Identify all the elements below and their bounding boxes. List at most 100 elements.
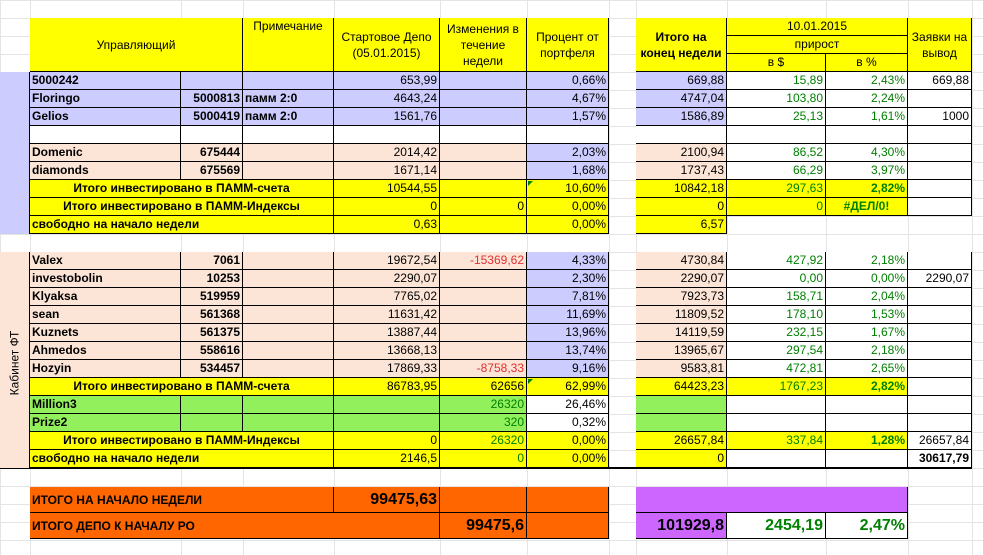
- total-start[interactable]: 0: [334, 432, 440, 450]
- orange-cell[interactable]: [440, 487, 527, 513]
- header-date[interactable]: 10.01.2015: [727, 18, 908, 36]
- end-total[interactable]: 1586,89: [636, 108, 727, 126]
- weekly-change[interactable]: -15369,62: [440, 252, 527, 270]
- start-depo[interactable]: 1561,76: [334, 108, 440, 126]
- end-total[interactable]: 4747,04: [636, 90, 727, 108]
- total-growth-usd[interactable]: 297,63: [727, 180, 826, 198]
- withdraw-request[interactable]: [908, 144, 972, 162]
- weekly-change[interactable]: [440, 306, 527, 324]
- portfolio-percent[interactable]: 4,33%: [527, 252, 609, 270]
- free-end[interactable]: 6,57: [636, 216, 727, 234]
- withdraw-request[interactable]: [908, 306, 972, 324]
- index-note[interactable]: [243, 396, 334, 414]
- growth-usd[interactable]: 297,54: [727, 342, 826, 360]
- manager-note[interactable]: [243, 288, 334, 306]
- manager-id[interactable]: [181, 72, 243, 90]
- manager-note[interactable]: [243, 270, 334, 288]
- withdraw-request[interactable]: [908, 342, 972, 360]
- manager-name[interactable]: investobolin: [30, 270, 181, 288]
- growth-usd[interactable]: 0,00: [727, 270, 826, 288]
- free-gusd[interactable]: [727, 450, 826, 468]
- empty-cell[interactable]: [727, 126, 826, 144]
- withdraw-request[interactable]: [908, 162, 972, 180]
- portfolio-percent[interactable]: 7,81%: [527, 288, 609, 306]
- end-total[interactable]: 13965,67: [636, 342, 727, 360]
- manager-note[interactable]: [243, 144, 334, 162]
- start-depo[interactable]: 2014,42: [334, 144, 440, 162]
- growth-pct[interactable]: 2,24%: [826, 90, 908, 108]
- portfolio-percent[interactable]: 9,16%: [527, 360, 609, 378]
- manager-id[interactable]: 519959: [181, 288, 243, 306]
- header-start-depo[interactable]: Стартовое Депо (05.01.2015): [334, 18, 440, 72]
- manager-note[interactable]: [243, 342, 334, 360]
- portfolio-percent[interactable]: 4,67%: [527, 90, 609, 108]
- total-label[interactable]: Итого инвестировано в ПАММ-Индексы: [30, 198, 334, 216]
- index-gusd[interactable]: [727, 414, 826, 432]
- free-label[interactable]: свободно на начало недели: [30, 216, 334, 234]
- empty-cell[interactable]: [636, 126, 727, 144]
- total-end[interactable]: 64423,23: [636, 378, 727, 396]
- growth-usd[interactable]: 178,10: [727, 306, 826, 324]
- total-percent[interactable]: 10,60%: [527, 180, 609, 198]
- total-change[interactable]: 62656: [440, 378, 527, 396]
- weekly-change[interactable]: [440, 144, 527, 162]
- total-withdraw[interactable]: 26657,84: [908, 432, 972, 450]
- portfolio-percent[interactable]: 0,66%: [527, 72, 609, 90]
- end-total[interactable]: 14119,59: [636, 324, 727, 342]
- manager-name[interactable]: Floringo: [30, 90, 181, 108]
- free-gpct[interactable]: [826, 450, 908, 468]
- total-withdraw[interactable]: [908, 180, 972, 198]
- empty-cell[interactable]: [243, 126, 334, 144]
- index-gpct[interactable]: [826, 414, 908, 432]
- header-changes[interactable]: Изменения в течение недели: [440, 18, 527, 72]
- manager-id[interactable]: 7061: [181, 252, 243, 270]
- withdraw-request[interactable]: [908, 288, 972, 306]
- index-change[interactable]: 26320: [440, 396, 527, 414]
- growth-pct[interactable]: 2,04%: [826, 288, 908, 306]
- manager-name[interactable]: 5000242: [30, 72, 181, 90]
- withdraw-request[interactable]: 2290,07: [908, 270, 972, 288]
- manager-id[interactable]: 534457: [181, 360, 243, 378]
- free-percent[interactable]: 0,00%: [527, 450, 609, 468]
- growth-pct[interactable]: 2,18%: [826, 342, 908, 360]
- withdraw-request[interactable]: 669,88: [908, 72, 972, 90]
- manager-note[interactable]: [243, 72, 334, 90]
- manager-name[interactable]: Kuznets: [30, 324, 181, 342]
- withdraw-request[interactable]: [908, 324, 972, 342]
- manager-name[interactable]: Valex: [30, 252, 181, 270]
- manager-id[interactable]: 5000813: [181, 90, 243, 108]
- orange-cell[interactable]: [527, 513, 609, 539]
- manager-name[interactable]: Hozyin: [30, 360, 181, 378]
- growth-usd[interactable]: 66,29: [727, 162, 826, 180]
- free-percent[interactable]: 0,00%: [527, 216, 609, 234]
- total-growth-usd[interactable]: 0: [727, 198, 826, 216]
- growth-pct[interactable]: 1,67%: [826, 324, 908, 342]
- withdraw-request[interactable]: [908, 252, 972, 270]
- index-percent[interactable]: 0,32%: [527, 414, 609, 432]
- index-start[interactable]: [334, 396, 440, 414]
- manager-note[interactable]: [243, 324, 334, 342]
- growth-usd[interactable]: 25,13: [727, 108, 826, 126]
- growth-pct[interactable]: 2,65%: [826, 360, 908, 378]
- header-manager[interactable]: Управляющий: [30, 18, 243, 72]
- manager-name[interactable]: Domenic: [30, 144, 181, 162]
- purple-band[interactable]: [636, 487, 908, 513]
- total-withdraw[interactable]: [908, 198, 972, 216]
- total-label[interactable]: Итого инвестировано в ПАММ-счета: [30, 378, 334, 396]
- header-withdraw[interactable]: Заявки на вывод: [908, 18, 972, 72]
- total-start[interactable]: 0: [334, 198, 440, 216]
- index-gpct[interactable]: [826, 396, 908, 414]
- free-withdraw[interactable]: 30617,79: [908, 450, 972, 468]
- total-percent[interactable]: 0,00%: [527, 198, 609, 216]
- growth-pct[interactable]: 3,97%: [826, 162, 908, 180]
- depo-label[interactable]: ИТОГО ДЕПО К НАЧАЛУ РО: [30, 513, 440, 539]
- index-name[interactable]: Prize2: [30, 414, 181, 432]
- portfolio-percent[interactable]: 13,74%: [527, 342, 609, 360]
- manager-note[interactable]: памм 2:0: [243, 90, 334, 108]
- manager-note[interactable]: [243, 252, 334, 270]
- weekly-change[interactable]: [440, 342, 527, 360]
- total-growth-pct[interactable]: #ДЕЛ/0!: [826, 198, 908, 216]
- growth-pct[interactable]: 0,00%: [826, 270, 908, 288]
- end-total[interactable]: 7923,73: [636, 288, 727, 306]
- header-total-end[interactable]: Итого на конец недели: [636, 18, 727, 72]
